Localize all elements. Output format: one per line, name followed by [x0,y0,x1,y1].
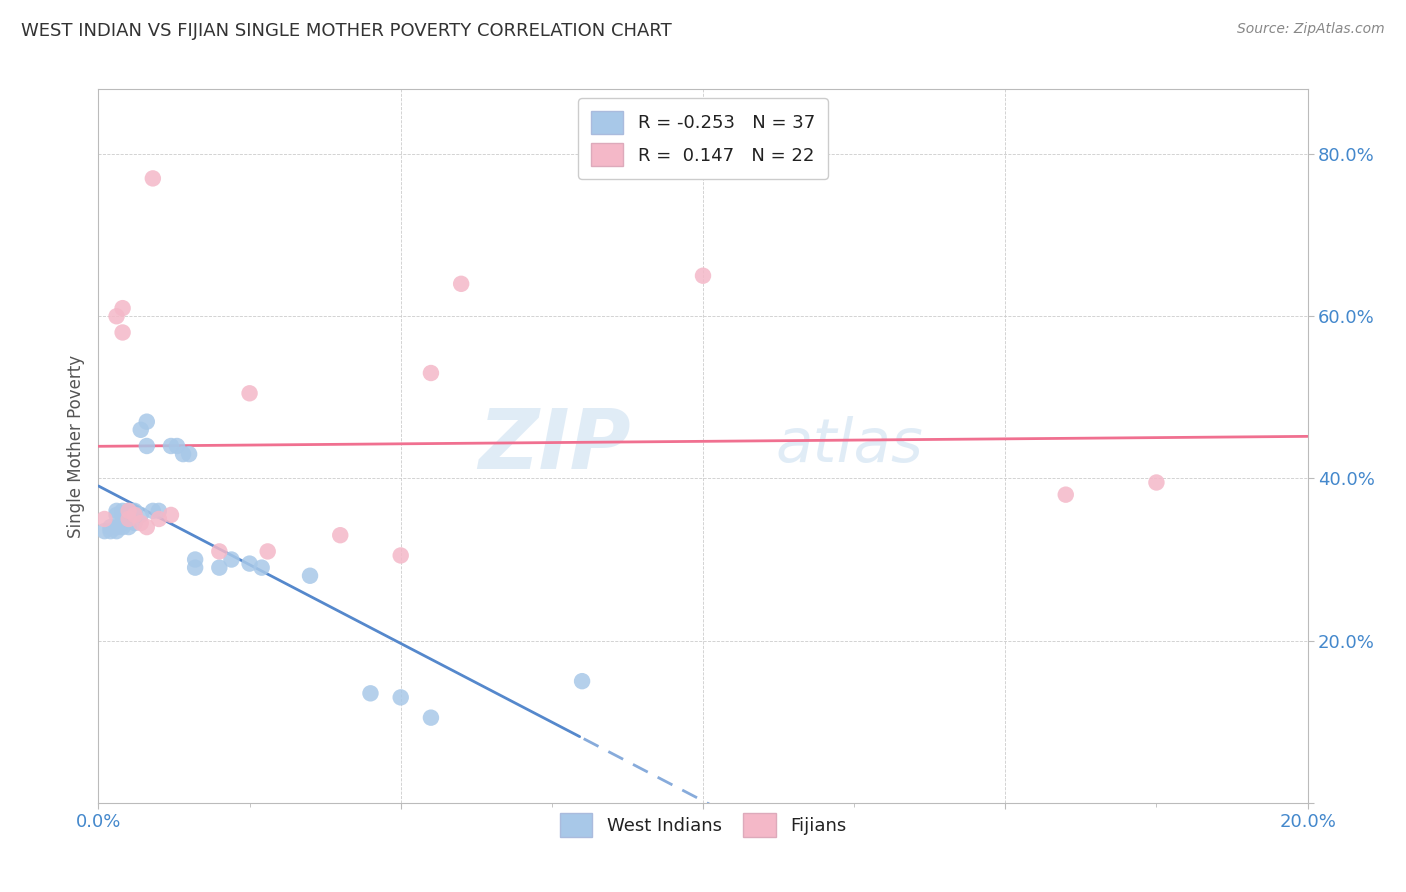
Point [93,512,115,526]
Point [118,520,141,534]
Text: atlas: atlas [776,417,924,475]
Point [124,508,146,522]
Point [124,516,146,530]
Point [450,277,472,291]
Point [142,504,165,518]
Point [105,520,128,534]
Point [124,504,146,518]
Point [221,552,243,566]
Point [118,504,141,518]
Point [111,508,134,522]
Point [118,512,141,526]
Point [184,552,207,566]
Point [111,326,134,340]
Point [118,512,141,526]
Point [420,366,443,380]
Point [250,560,273,574]
Point [111,301,134,315]
Point [105,508,128,522]
Point [1054,488,1077,502]
Point [389,690,412,705]
Point [160,508,183,522]
Point [256,544,278,558]
Y-axis label: Single Mother Poverty: Single Mother Poverty [66,354,84,538]
Point [100,524,122,538]
Point [239,557,262,571]
Point [118,504,141,518]
Point [135,415,157,429]
Point [1144,475,1167,490]
Point [389,549,412,563]
Point [329,528,352,542]
Point [111,520,134,534]
Point [239,386,262,401]
Point [179,447,201,461]
Point [166,439,188,453]
Point [360,686,382,700]
Point [129,516,152,530]
Point [208,544,231,558]
Point [208,560,231,574]
Point [105,504,128,518]
Point [299,568,322,582]
Point [93,524,115,538]
Point [111,516,134,530]
Point [135,520,157,534]
Point [142,171,165,186]
Point [148,512,170,526]
Point [172,447,194,461]
Point [148,504,170,518]
Point [184,560,207,574]
Text: WEST INDIAN VS FIJIAN SINGLE MOTHER POVERTY CORRELATION CHART: WEST INDIAN VS FIJIAN SINGLE MOTHER POVE… [21,22,672,40]
Point [111,504,134,518]
Point [571,674,593,689]
Text: Source: ZipAtlas.com: Source: ZipAtlas.com [1237,22,1385,37]
Point [105,524,128,538]
Text: ZIP: ZIP [478,406,630,486]
Point [160,439,183,453]
Point [129,508,152,522]
Point [129,423,152,437]
Point [105,310,128,324]
Point [420,711,443,725]
Point [135,439,157,453]
Point [692,268,714,283]
Point [100,520,122,534]
Legend: West Indians, Fijians: West Indians, Fijians [553,806,853,844]
